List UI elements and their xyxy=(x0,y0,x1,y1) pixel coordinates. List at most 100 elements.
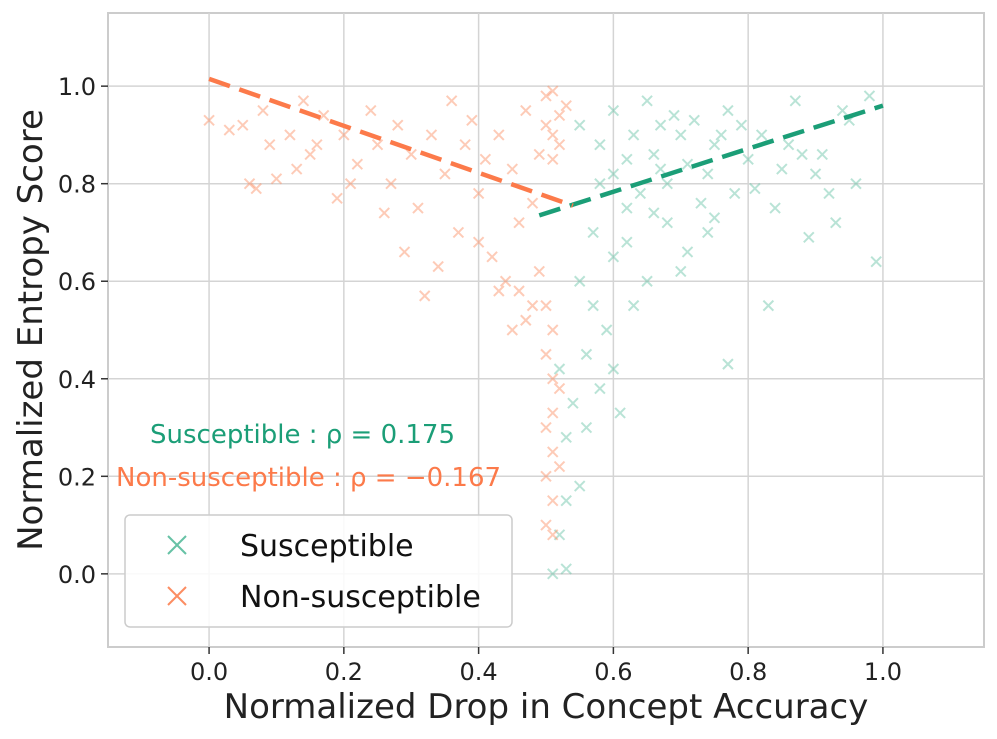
data-point-non-susceptible xyxy=(526,299,539,312)
data-point-susceptible xyxy=(789,95,802,107)
data-point-susceptible xyxy=(621,202,633,214)
y-axis-ticks: 0.0 0.2 0.4 0.6 0.8 1.0 xyxy=(58,73,108,589)
data-point-non-susceptible xyxy=(547,324,559,336)
data-point-non-susceptible xyxy=(344,177,357,190)
data-point-susceptible xyxy=(587,299,599,312)
data-point-non-susceptible xyxy=(493,129,505,141)
data-point-non-susceptible xyxy=(513,217,525,229)
data-point-susceptible xyxy=(803,231,815,244)
data-point-susceptible xyxy=(567,397,579,409)
data-point-non-susceptible xyxy=(392,119,404,131)
data-point-susceptible xyxy=(607,363,620,375)
data-point-non-susceptible xyxy=(385,177,397,190)
legend-marker-non-susceptible xyxy=(167,586,187,606)
data-point-susceptible xyxy=(573,275,586,287)
data-point-susceptible xyxy=(648,148,660,161)
data-point-susceptible xyxy=(708,138,721,151)
data-point-non-susceptible xyxy=(533,148,545,161)
data-point-non-susceptible xyxy=(223,124,235,136)
data-point-non-susceptible xyxy=(553,109,566,122)
data-point-susceptible xyxy=(661,177,673,190)
data-point-susceptible xyxy=(654,163,667,175)
data-point-susceptible xyxy=(594,382,606,395)
data-point-susceptible xyxy=(681,246,694,258)
data-point-susceptible xyxy=(607,168,620,180)
data-point-susceptible xyxy=(654,119,667,131)
data-point-non-susceptible xyxy=(553,138,566,151)
data-point-non-susceptible xyxy=(493,285,505,297)
data-point-susceptible xyxy=(675,129,687,141)
data-point-non-susceptible xyxy=(297,95,310,107)
data-point-susceptible xyxy=(749,182,761,195)
data-point-non-susceptible xyxy=(439,168,451,180)
data-point-non-susceptible xyxy=(479,153,492,166)
data-point-non-susceptible xyxy=(547,494,559,507)
data-point-non-susceptible xyxy=(378,207,390,219)
data-point-non-susceptible xyxy=(405,148,417,161)
y-axis-label: Normalized Entropy Score xyxy=(11,109,51,551)
data-point-non-susceptible xyxy=(547,129,559,141)
data-point-susceptible xyxy=(782,138,795,151)
data-point-non-susceptible xyxy=(520,314,532,326)
data-point-susceptible xyxy=(634,187,647,200)
data-point-susceptible xyxy=(621,236,633,248)
data-point-non-susceptible xyxy=(506,324,519,336)
data-point-non-susceptible xyxy=(338,129,350,141)
data-point-susceptible xyxy=(573,119,586,131)
data-point-susceptible xyxy=(688,114,700,126)
x-axis-ticks: 0.0 0.2 0.4 0.6 0.8 1.0 xyxy=(190,647,902,686)
data-point-non-susceptible xyxy=(398,246,411,258)
x-axis-label: Normalized Drop in Concept Accuracy xyxy=(224,687,869,727)
data-point-non-susceptible xyxy=(365,104,377,117)
data-point-non-susceptible xyxy=(540,90,552,102)
data-point-susceptible xyxy=(627,129,640,141)
data-point-non-susceptible xyxy=(459,138,471,151)
y-tick-label: 0.0 xyxy=(58,561,96,589)
data-point-susceptible xyxy=(809,168,822,180)
data-point-non-susceptible xyxy=(506,163,519,175)
data-point-non-susceptible xyxy=(560,99,572,112)
data-point-susceptible xyxy=(722,104,734,117)
x-tick-label: 0.0 xyxy=(190,658,228,686)
x-tick-label: 1.0 xyxy=(864,658,902,686)
data-point-non-susceptible xyxy=(445,95,458,107)
data-point-susceptible xyxy=(681,158,694,170)
data-point-susceptible xyxy=(573,480,586,492)
data-point-susceptible xyxy=(769,202,781,214)
data-point-non-susceptible xyxy=(257,104,269,117)
data-point-susceptible xyxy=(755,129,768,141)
data-point-susceptible xyxy=(728,187,741,200)
trend-line-susceptible xyxy=(538,103,884,218)
data-point-susceptible xyxy=(762,299,775,312)
susceptible-correlation-label: Susceptible : ρ = 0.175 xyxy=(150,420,455,450)
data-point-susceptible xyxy=(580,348,593,361)
data-point-susceptible xyxy=(560,563,572,575)
trend-line-non-susceptible xyxy=(208,76,574,208)
data-point-non-susceptible xyxy=(553,382,566,395)
data-point-non-susceptible xyxy=(513,285,525,297)
data-point-susceptible xyxy=(560,494,572,507)
trend-lines xyxy=(208,76,884,218)
x-tick-label: 0.8 xyxy=(729,658,767,686)
data-point-susceptible xyxy=(836,104,849,117)
data-point-susceptible xyxy=(648,207,660,219)
data-point-susceptible xyxy=(702,226,714,239)
data-point-non-susceptible xyxy=(547,407,559,419)
data-point-susceptible xyxy=(641,275,653,287)
data-point-susceptible xyxy=(627,299,640,312)
data-point-non-susceptible xyxy=(412,202,424,214)
data-point-non-susceptible xyxy=(284,129,296,141)
data-point-non-susceptible xyxy=(243,177,256,190)
legend-marker-susceptible xyxy=(167,535,187,555)
data-point-non-susceptible xyxy=(540,119,552,131)
data-point-non-susceptible xyxy=(432,260,444,273)
data-point-non-susceptible xyxy=(486,251,498,263)
data-point-non-susceptible xyxy=(547,446,559,458)
non-susceptible-correlation-label: Non-susceptible : ρ = −0.167 xyxy=(116,463,501,493)
y-tick-label: 0.6 xyxy=(58,268,96,296)
data-point-non-susceptible xyxy=(237,119,249,131)
data-point-susceptible xyxy=(621,153,633,166)
data-point-non-susceptible xyxy=(452,226,465,239)
data-point-non-susceptible xyxy=(547,373,559,385)
x-tick-label: 0.6 xyxy=(594,658,632,686)
